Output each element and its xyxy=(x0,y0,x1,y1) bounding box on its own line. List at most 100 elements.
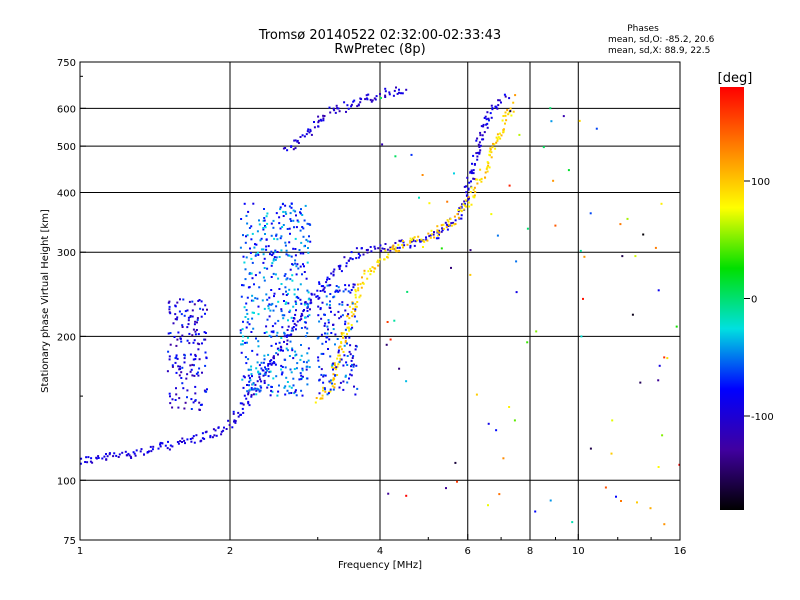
data-point xyxy=(200,300,203,303)
data-point xyxy=(295,367,298,370)
data-point xyxy=(397,243,400,246)
data-point xyxy=(306,130,309,133)
data-point xyxy=(292,320,295,323)
data-point xyxy=(254,383,257,386)
data-point xyxy=(426,239,429,242)
data-point xyxy=(183,361,186,364)
data-point xyxy=(287,334,290,337)
data-point xyxy=(174,399,177,401)
data-point xyxy=(436,234,439,237)
data-point xyxy=(267,375,270,378)
data-point xyxy=(460,210,463,213)
data-point xyxy=(346,104,349,107)
data-point xyxy=(259,373,262,375)
y-tick-label: 100 xyxy=(57,476,76,487)
data-point xyxy=(318,365,321,368)
data-point xyxy=(326,276,329,279)
y-axis-ticks: 75 100 200 300 400 500 600 750 xyxy=(57,58,86,547)
data-point xyxy=(421,174,424,176)
data-point xyxy=(280,373,283,376)
data-point xyxy=(410,239,413,241)
data-point xyxy=(518,133,521,136)
data-point xyxy=(350,365,352,368)
data-point xyxy=(195,329,198,331)
data-point xyxy=(246,384,248,386)
data-point xyxy=(389,246,392,249)
data-point xyxy=(342,364,345,367)
data-point xyxy=(192,358,195,361)
data-point xyxy=(168,355,171,358)
data-point xyxy=(469,249,472,252)
data-point xyxy=(332,296,335,299)
data-point xyxy=(442,223,445,226)
data-point xyxy=(270,335,273,338)
data-point xyxy=(589,212,592,215)
data-point xyxy=(338,268,341,270)
data-point xyxy=(103,455,106,458)
data-point xyxy=(303,303,306,306)
data-point xyxy=(663,523,666,526)
data-point xyxy=(332,377,335,380)
data-point xyxy=(357,252,360,255)
data-point xyxy=(176,338,179,341)
data-point xyxy=(281,371,284,374)
data-point xyxy=(241,284,243,287)
data-point xyxy=(305,368,308,371)
data-point xyxy=(133,452,136,455)
data-point xyxy=(294,259,297,262)
data-point xyxy=(198,367,201,370)
data-point xyxy=(470,203,473,206)
data-point xyxy=(486,111,489,114)
data-point xyxy=(308,131,311,134)
data-point xyxy=(260,237,263,240)
data-point xyxy=(265,248,268,251)
data-point xyxy=(325,336,328,339)
data-point xyxy=(328,304,331,306)
data-point xyxy=(265,238,268,241)
data-point xyxy=(270,276,273,278)
data-point xyxy=(168,392,171,395)
data-point xyxy=(192,435,195,438)
data-point xyxy=(305,238,308,241)
data-point xyxy=(324,332,326,335)
data-point xyxy=(380,250,383,252)
data-point xyxy=(508,111,511,114)
data-point xyxy=(256,380,259,383)
data-point xyxy=(250,387,253,389)
data-point xyxy=(353,99,356,102)
data-point xyxy=(263,382,266,384)
data-point xyxy=(294,248,297,250)
data-point xyxy=(348,305,351,308)
data-point xyxy=(275,305,278,308)
data-point xyxy=(242,375,245,378)
data-point xyxy=(280,308,283,311)
data-point xyxy=(454,219,457,222)
data-point xyxy=(276,347,279,350)
data-point xyxy=(297,288,299,291)
data-point xyxy=(496,234,499,237)
data-point xyxy=(263,307,266,310)
data-point xyxy=(281,314,284,317)
data-point xyxy=(480,125,483,128)
data-point xyxy=(388,93,391,96)
data-point xyxy=(490,151,493,154)
data-point xyxy=(322,285,325,288)
data-point xyxy=(171,398,174,401)
data-point xyxy=(286,339,289,342)
data-point xyxy=(287,319,289,322)
data-point xyxy=(315,397,318,399)
data-point xyxy=(254,274,257,277)
data-point xyxy=(489,112,492,115)
data-point xyxy=(254,243,256,246)
data-point xyxy=(389,248,392,250)
data-point xyxy=(304,204,307,207)
data-point xyxy=(309,128,312,131)
data-point xyxy=(480,177,483,180)
data-point xyxy=(300,302,303,305)
data-point xyxy=(354,344,357,347)
data-point xyxy=(552,179,555,182)
data-point xyxy=(500,101,502,104)
data-point xyxy=(187,323,190,326)
data-point xyxy=(256,251,259,254)
data-point xyxy=(169,402,172,405)
